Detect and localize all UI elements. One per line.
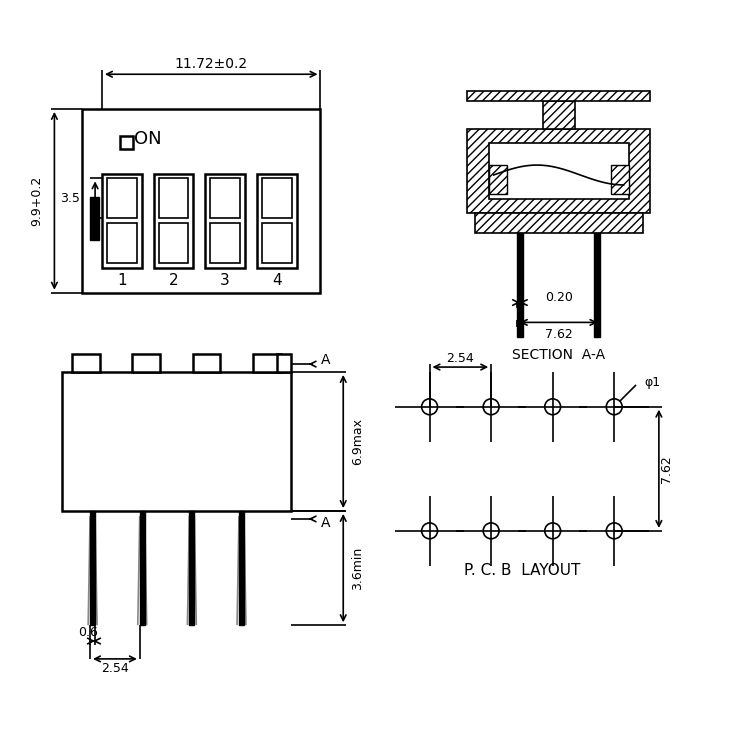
Text: 3.5: 3.5 xyxy=(60,192,80,205)
Bar xyxy=(120,136,133,149)
Bar xyxy=(475,214,643,233)
Bar xyxy=(90,197,99,240)
Bar xyxy=(277,354,291,372)
Text: 2.54: 2.54 xyxy=(446,352,474,365)
Bar xyxy=(210,223,240,263)
Bar xyxy=(90,511,95,625)
Bar xyxy=(72,354,100,372)
Bar xyxy=(489,165,506,194)
Bar xyxy=(262,178,292,218)
Text: A: A xyxy=(320,353,330,367)
Text: 0.20: 0.20 xyxy=(544,291,572,304)
Bar xyxy=(262,223,292,263)
Bar xyxy=(82,109,320,293)
Bar xyxy=(158,223,188,263)
Text: 11.72±0.2: 11.72±0.2 xyxy=(175,57,248,71)
Text: SECTION  A-A: SECTION A-A xyxy=(512,348,605,362)
Text: ON: ON xyxy=(134,130,161,147)
Bar xyxy=(257,174,296,268)
Text: 7.62: 7.62 xyxy=(660,455,674,483)
Bar xyxy=(154,174,194,268)
Bar xyxy=(107,223,136,263)
Bar xyxy=(253,354,280,372)
Bar xyxy=(140,511,145,625)
Bar xyxy=(594,233,600,338)
Bar xyxy=(133,354,160,372)
Bar xyxy=(102,174,142,268)
Text: 2: 2 xyxy=(169,273,178,288)
Text: φ1: φ1 xyxy=(644,377,660,390)
Bar xyxy=(206,174,245,268)
Bar xyxy=(466,129,650,214)
Text: 3: 3 xyxy=(220,273,230,288)
Text: 2.54: 2.54 xyxy=(101,663,129,675)
Bar xyxy=(489,143,628,199)
Text: P. C. B  LAYOUT: P. C. B LAYOUT xyxy=(464,563,580,578)
Text: 7.62: 7.62 xyxy=(544,328,572,341)
Text: A: A xyxy=(320,516,330,530)
Bar xyxy=(543,101,574,129)
Bar xyxy=(517,233,523,338)
Bar xyxy=(466,91,650,101)
Bar xyxy=(210,178,240,218)
Text: 0.6: 0.6 xyxy=(78,626,98,638)
Bar xyxy=(158,178,188,218)
Bar xyxy=(62,372,291,511)
Bar xyxy=(610,165,628,194)
Bar xyxy=(190,511,194,625)
Bar xyxy=(193,354,220,372)
Text: 3.6min: 3.6min xyxy=(351,547,364,590)
Text: 6.9max: 6.9max xyxy=(351,418,364,465)
Bar xyxy=(239,511,244,625)
Bar xyxy=(107,178,136,218)
Text: 9.9+0.2: 9.9+0.2 xyxy=(30,176,43,226)
Text: 4: 4 xyxy=(272,273,281,288)
Text: 1: 1 xyxy=(117,273,127,288)
